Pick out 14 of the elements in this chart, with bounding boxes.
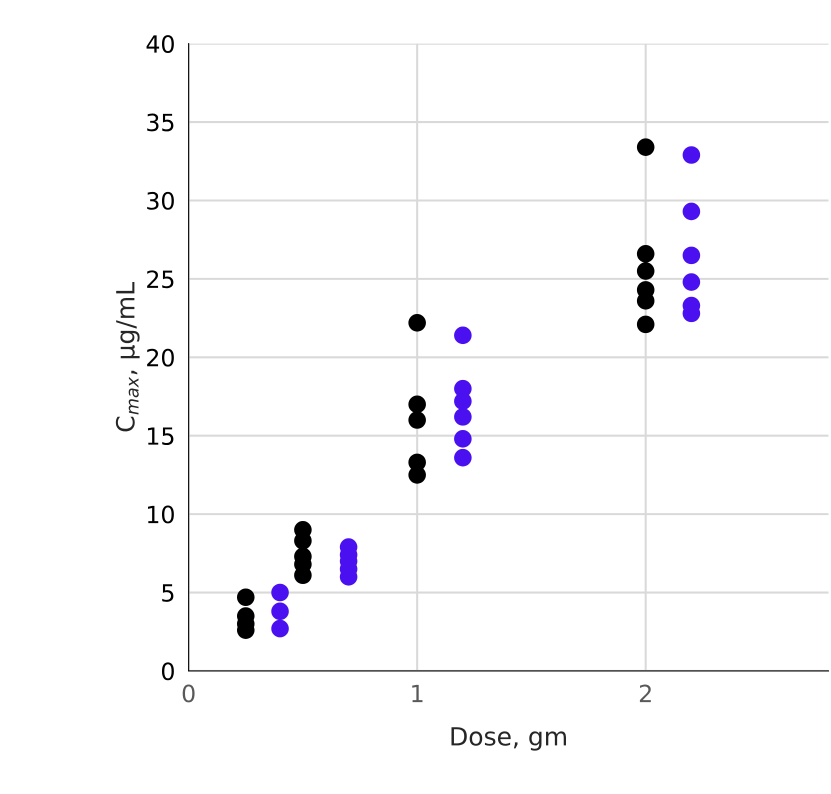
x-tick-label: 1: [412, 684, 422, 702]
y-tick-label: 10: [148, 506, 174, 524]
y-tick-label: 35: [147, 114, 174, 132]
y-tick-label: 0: [162, 662, 174, 680]
y-tick-label: 30: [147, 192, 174, 210]
y-tick-label: 20: [147, 348, 174, 367]
y-axis-title: C$_{max}$, µg/mL: [116, 282, 140, 432]
x-axis-title: Dose, gm: [451, 727, 566, 751]
y-tick-label: 5: [162, 584, 174, 602]
x-tick-label: 2: [640, 684, 651, 702]
y-tick-label: 15: [148, 427, 174, 446]
x-tick-label: 0: [182, 684, 195, 702]
y-tick-label: 40: [146, 35, 174, 53]
y-tick-label: 25: [147, 270, 174, 288]
